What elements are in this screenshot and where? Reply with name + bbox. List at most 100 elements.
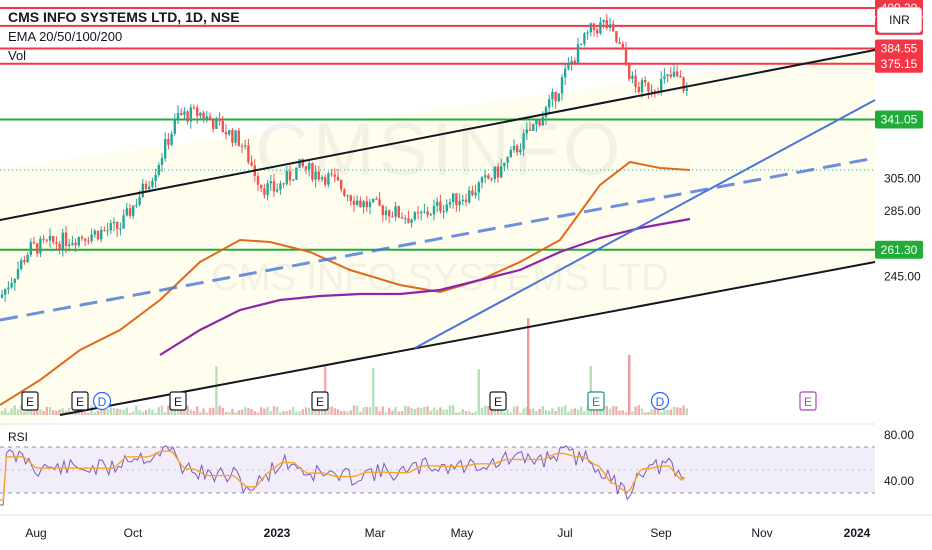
volume-bar [468,411,471,415]
candle-body [64,232,68,246]
volume-bar [42,410,45,415]
candle-body [500,166,503,178]
volume-bar [413,408,416,415]
channel-lower-line [59,261,876,416]
candle-body [42,238,45,240]
volume-bar [432,407,436,415]
candle-body [26,254,29,263]
ema-legend[interactable]: EMA 20/50/100/200 [8,29,123,44]
symbol-title[interactable]: CMS INFO SYSTEMS LTD, 1D, NSE [8,9,240,25]
volume-bar [192,411,196,415]
volume-bar [39,409,42,415]
candle-body [586,32,589,34]
volume-bar [244,407,247,415]
volume-bar [74,406,77,415]
candle-body [388,210,391,217]
time-tick-label: Jul [557,526,572,540]
channel-upper-line [0,49,876,221]
price-level-box [875,39,923,58]
candle-body [23,260,26,263]
candle-body [84,238,87,241]
volume-bar [391,410,394,415]
volume-bar [541,405,544,415]
candle-body [208,116,212,121]
earnings-marker[interactable]: E [169,391,187,411]
volume-bar [372,367,375,415]
candle-body [135,204,138,206]
volume-bar [551,408,554,415]
earnings-marker[interactable]: E [21,391,39,411]
candle-body [20,260,23,270]
candle-body [288,171,292,181]
candle-body [381,205,384,216]
volume-bar [58,409,61,415]
candle-body [266,183,269,195]
candle-body [112,221,116,224]
candle-body [336,176,340,181]
candle-body [74,242,77,246]
volume-bar [378,411,381,415]
candle-body [269,181,272,184]
time-tick-label: Nov [751,526,772,540]
candle-body [330,173,333,175]
volume-legend[interactable]: Vol [8,48,27,63]
candle-body [324,177,327,185]
event-marker-text: E [316,395,324,409]
volume-bar [352,405,356,415]
support-trendline [414,99,876,349]
candle-body [128,208,132,216]
candle-body [669,74,672,77]
volume-bar [487,406,490,415]
candle-body [560,77,564,94]
currency-button[interactable]: INR [877,7,922,33]
price-tick-label: 245.00 [884,269,921,283]
volume-bar [599,406,602,415]
event-marker-shape [311,391,329,411]
candle-body [461,199,464,202]
candle-body [375,198,378,200]
volume-bar [589,365,592,415]
volume-bar [522,408,525,415]
earnings-marker[interactable]: E [489,391,507,411]
candle-body [487,175,490,179]
candle-body [420,212,423,214]
candle-body [448,201,452,205]
volume-bar [212,407,215,415]
candle-body [234,130,237,143]
volume-bar [112,407,116,415]
event-marker-text: E [76,395,84,409]
rsi-label[interactable]: RSI [8,430,29,444]
dividend-marker[interactable]: D [92,391,112,411]
candle-body [71,242,74,245]
candle-body [621,43,624,50]
candle-body [538,120,541,126]
volume-bar [397,411,400,415]
price-level-box [875,240,923,259]
candle-body [644,80,647,83]
dividend-marker[interactable]: D [650,391,670,411]
candle-body [205,116,208,119]
earnings-marker[interactable]: E [799,391,817,411]
candle-body [576,44,580,63]
event-marker-shape [587,391,605,411]
candle-body [160,158,164,165]
candle-body [68,244,71,246]
earnings-marker[interactable]: E [311,391,329,411]
candle-body [573,60,576,63]
volume-bar [605,405,608,415]
earnings-marker[interactable]: E [71,391,89,411]
rsi-band-fill [0,447,875,493]
volume-bar [125,407,128,415]
volume-bar [157,407,160,415]
candle-body [589,23,592,33]
volume-bar [253,411,256,415]
volume-bar [148,408,151,415]
event-marker-shape [650,391,670,411]
earnings-marker[interactable]: E [587,391,605,411]
volume-bar [128,412,132,415]
candle-body [263,188,266,195]
candle-body [48,236,52,241]
volume-bar [234,412,237,415]
candle-body [151,180,154,187]
